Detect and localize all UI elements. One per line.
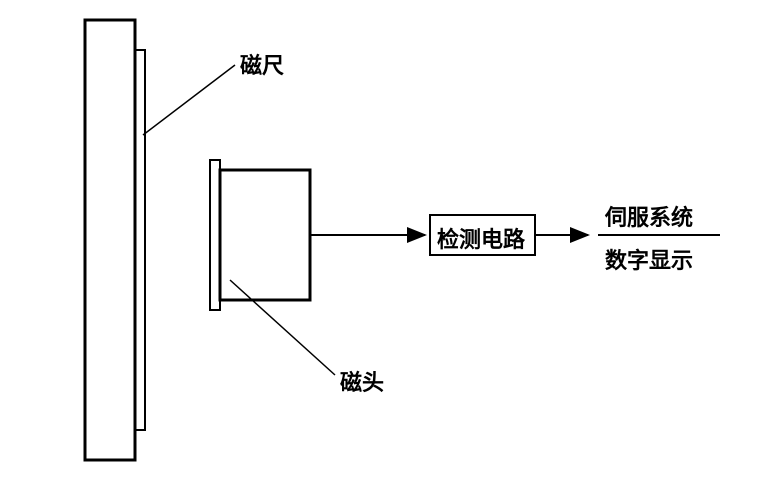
label-digital-display: 数字显示: [605, 243, 693, 275]
label-magnetic-scale: 磁尺: [240, 48, 284, 80]
leader-magnetic-head: [230, 280, 335, 375]
leader-magnetic-scale: [143, 65, 235, 135]
magnetic-scale-body: [85, 20, 135, 460]
label-servo-system: 伺服系统: [605, 200, 693, 232]
label-magnetic-head: 磁头: [340, 365, 384, 397]
label-detection-circuit: 检测电路: [437, 222, 525, 254]
magnetic-head-body: [220, 170, 310, 300]
